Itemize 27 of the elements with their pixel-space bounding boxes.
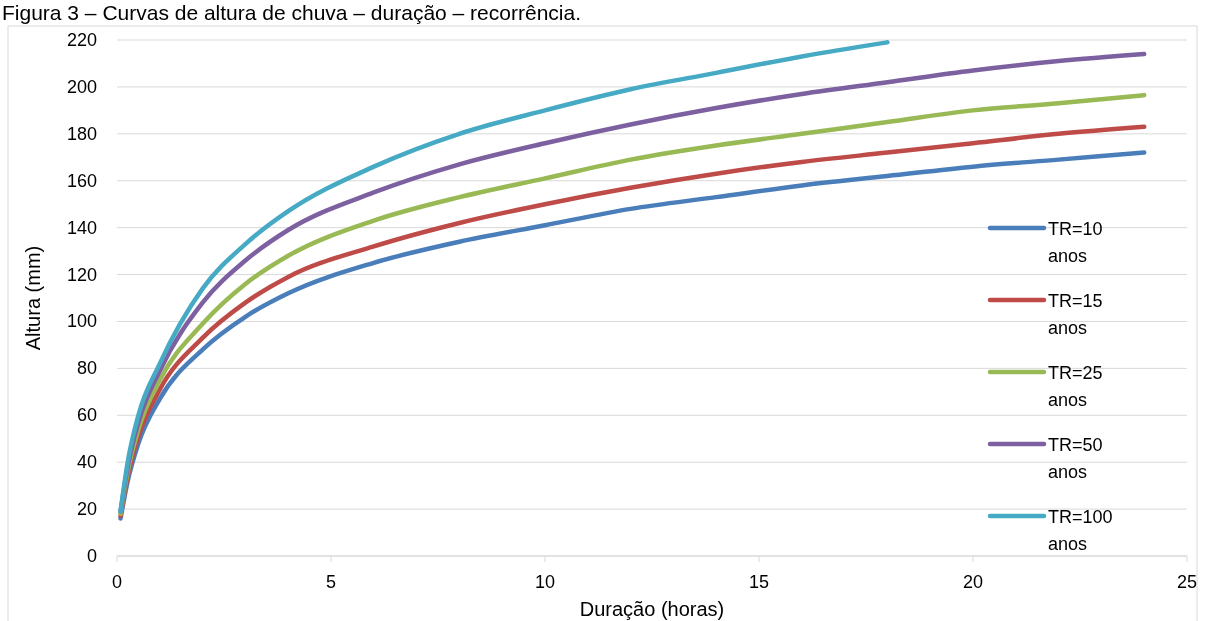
y-tick-label: 220 xyxy=(66,30,97,50)
y-tick-label: 180 xyxy=(66,123,97,144)
y-tick-label: 160 xyxy=(66,170,97,191)
y-tick-label: 140 xyxy=(66,217,97,238)
x-tick-label: 0 xyxy=(111,572,123,592)
legend-label: TR=10 anos xyxy=(1048,219,1103,266)
x-tick-label: 15 xyxy=(748,572,770,592)
legend-label: TR=50 anos xyxy=(1048,435,1103,482)
x-axis-title: Duração (horas) xyxy=(579,598,725,620)
x-tick-label: 10 xyxy=(534,572,556,592)
y-tick-label: 200 xyxy=(66,76,97,97)
x-tick-label: 20 xyxy=(962,572,984,592)
line-series xyxy=(118,40,890,514)
legend-label: TR=15 anos xyxy=(1048,291,1103,338)
y-tick-label: 0 xyxy=(86,546,97,566)
y-tick-label: 40 xyxy=(76,452,97,473)
x-tick-label: 5 xyxy=(325,572,337,592)
y-tick-label: 80 xyxy=(76,358,97,379)
legend-label: TR=100 anos xyxy=(1048,507,1113,554)
y-tick-label: 20 xyxy=(76,499,97,520)
y-axis-title: Altura (mm) xyxy=(22,245,44,351)
legend-label: TR=25 anos xyxy=(1048,363,1103,410)
y-tick-label: 120 xyxy=(66,264,97,285)
chart-title: Figura 3 – Curvas de altura de chuva – duração – recorrência. xyxy=(2,1,581,24)
y-tick-label: 60 xyxy=(76,405,97,426)
x-tick-label: 25 xyxy=(1176,572,1198,592)
y-tick-label: 100 xyxy=(66,311,97,332)
